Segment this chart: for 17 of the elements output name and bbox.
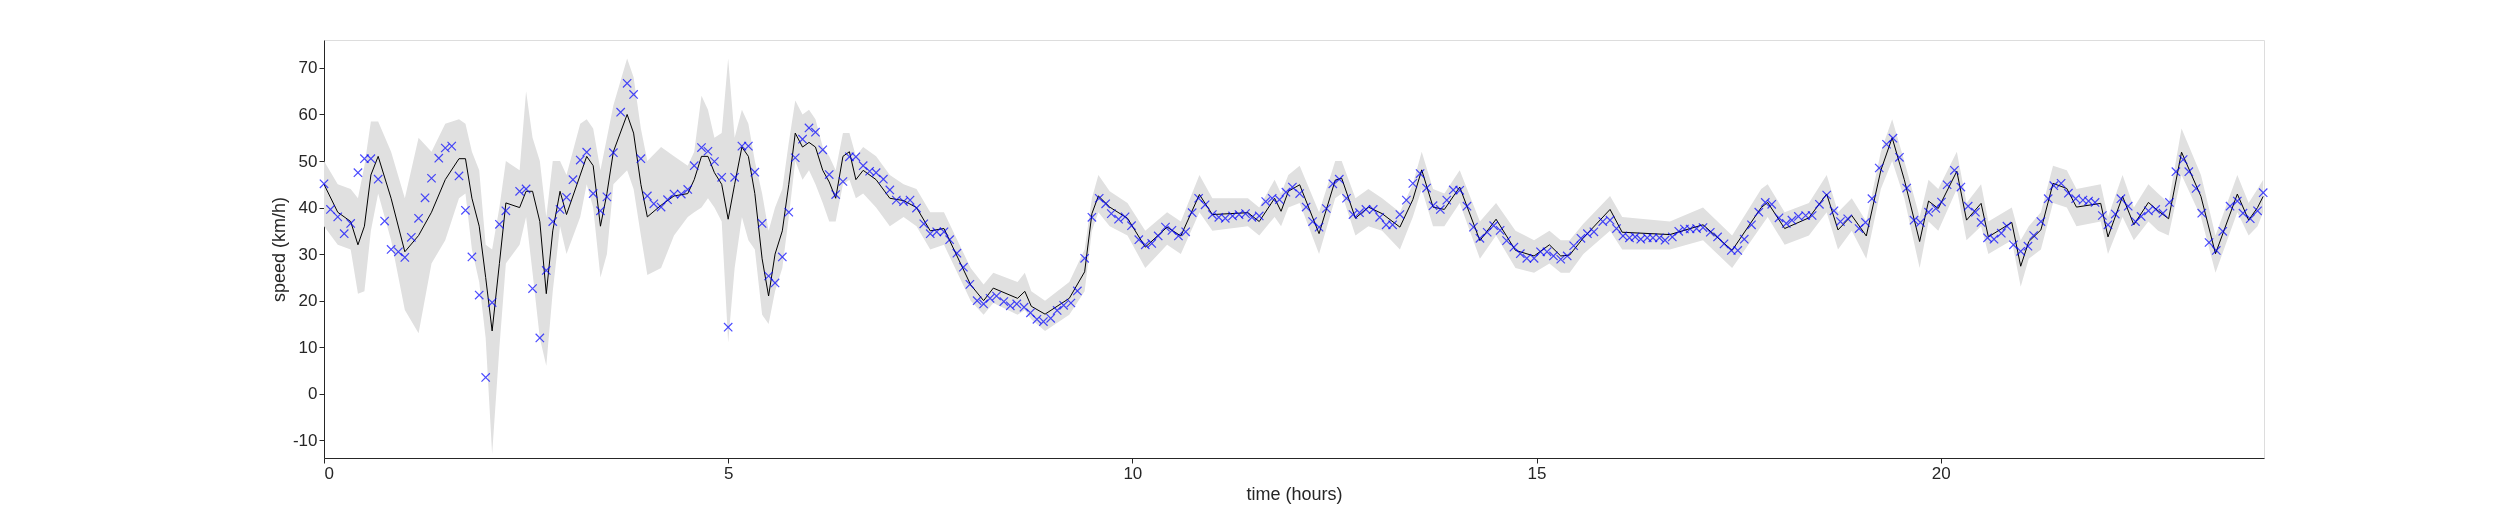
y-tick-label: 40 (298, 198, 318, 218)
y-axis-title: speed (km/h) (268, 196, 289, 303)
x-tick-label: 15 (1527, 463, 1547, 483)
x-tick-label: 20 (1931, 463, 1951, 483)
y-tick-label: 20 (298, 291, 318, 311)
y-tick-label: -10 (292, 430, 318, 450)
y-tick-label: 0 (308, 384, 318, 404)
y-tick-label: 10 (298, 337, 318, 357)
y-tick-label: 30 (298, 244, 318, 264)
x-axis-title: time (hours) (1246, 483, 1343, 504)
x-tick-label: 5 (723, 463, 734, 483)
y-tick-label: 70 (298, 58, 318, 78)
x-tick-label: 0 (324, 463, 334, 483)
line-series (323, 113, 2264, 332)
y-tick-label: 60 (298, 104, 318, 124)
x-tick-label: 10 (1123, 463, 1143, 483)
y-tick-label: 50 (298, 151, 318, 171)
